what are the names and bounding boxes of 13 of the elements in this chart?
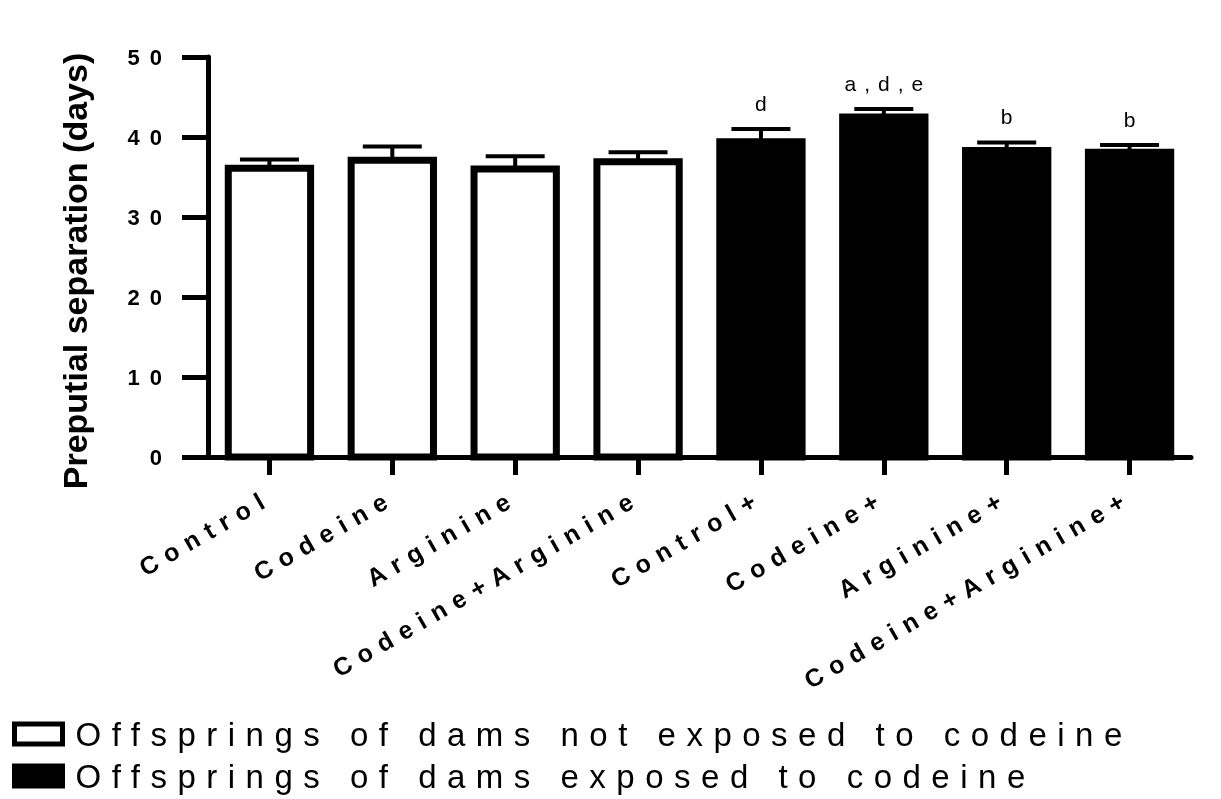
- y-tick-label: 50: [127, 44, 172, 70]
- y-tick-label: 20: [127, 284, 172, 310]
- y-tick-label: 30: [127, 204, 172, 230]
- y-axis-title: Preputial separation (days): [56, 52, 94, 490]
- legend-label: Offsprings of dams not exposed to codeine: [75, 715, 1133, 753]
- y-tick-label: 0: [149, 444, 172, 470]
- annotation: b: [1123, 107, 1144, 131]
- legend-label: Offsprings of dams exposed to codeine: [75, 757, 1036, 795]
- y-tick-label: 40: [127, 124, 172, 150]
- annotation: a,d,e: [844, 71, 932, 95]
- annotation: b: [1000, 105, 1021, 129]
- y-tick-label: 10: [127, 364, 172, 390]
- annotation: d: [755, 91, 775, 115]
